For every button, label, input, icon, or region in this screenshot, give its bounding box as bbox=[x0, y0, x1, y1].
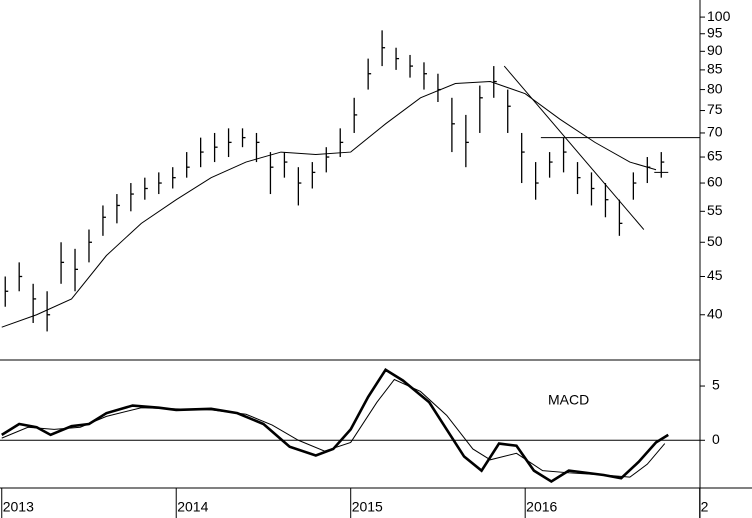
y-tick-label: 45 bbox=[707, 267, 723, 283]
moving-average bbox=[1, 81, 657, 328]
trendline bbox=[503, 65, 645, 230]
y-tick-label: 100 bbox=[707, 8, 731, 24]
x-tick-label: 2016 bbox=[526, 499, 557, 515]
y-tick-label: 0 bbox=[712, 431, 720, 447]
x-tick-label: 2015 bbox=[352, 499, 383, 515]
y-tick-label: 40 bbox=[707, 305, 723, 321]
annotation: MACD bbox=[548, 392, 589, 408]
y-tick-label: 90 bbox=[707, 42, 723, 58]
macd-line bbox=[1, 367, 669, 484]
signal-line bbox=[1, 378, 666, 478]
y-tick-label: 50 bbox=[707, 233, 723, 249]
y-tick-label: 75 bbox=[707, 101, 723, 117]
x-tick-label: 2 bbox=[701, 499, 709, 515]
x-tick-label: 2014 bbox=[177, 499, 208, 515]
y-tick-label: 60 bbox=[707, 174, 723, 190]
y-tick-label: 95 bbox=[707, 24, 723, 40]
y-tick-label: 65 bbox=[707, 148, 723, 164]
x-tick-label: 2013 bbox=[3, 499, 34, 515]
y-tick-label: 85 bbox=[707, 61, 723, 77]
y-tick-label: 55 bbox=[707, 202, 723, 218]
y-tick-label: 5 bbox=[712, 377, 720, 393]
y-tick-label: 70 bbox=[707, 124, 723, 140]
y-tick-label: 80 bbox=[707, 80, 723, 96]
